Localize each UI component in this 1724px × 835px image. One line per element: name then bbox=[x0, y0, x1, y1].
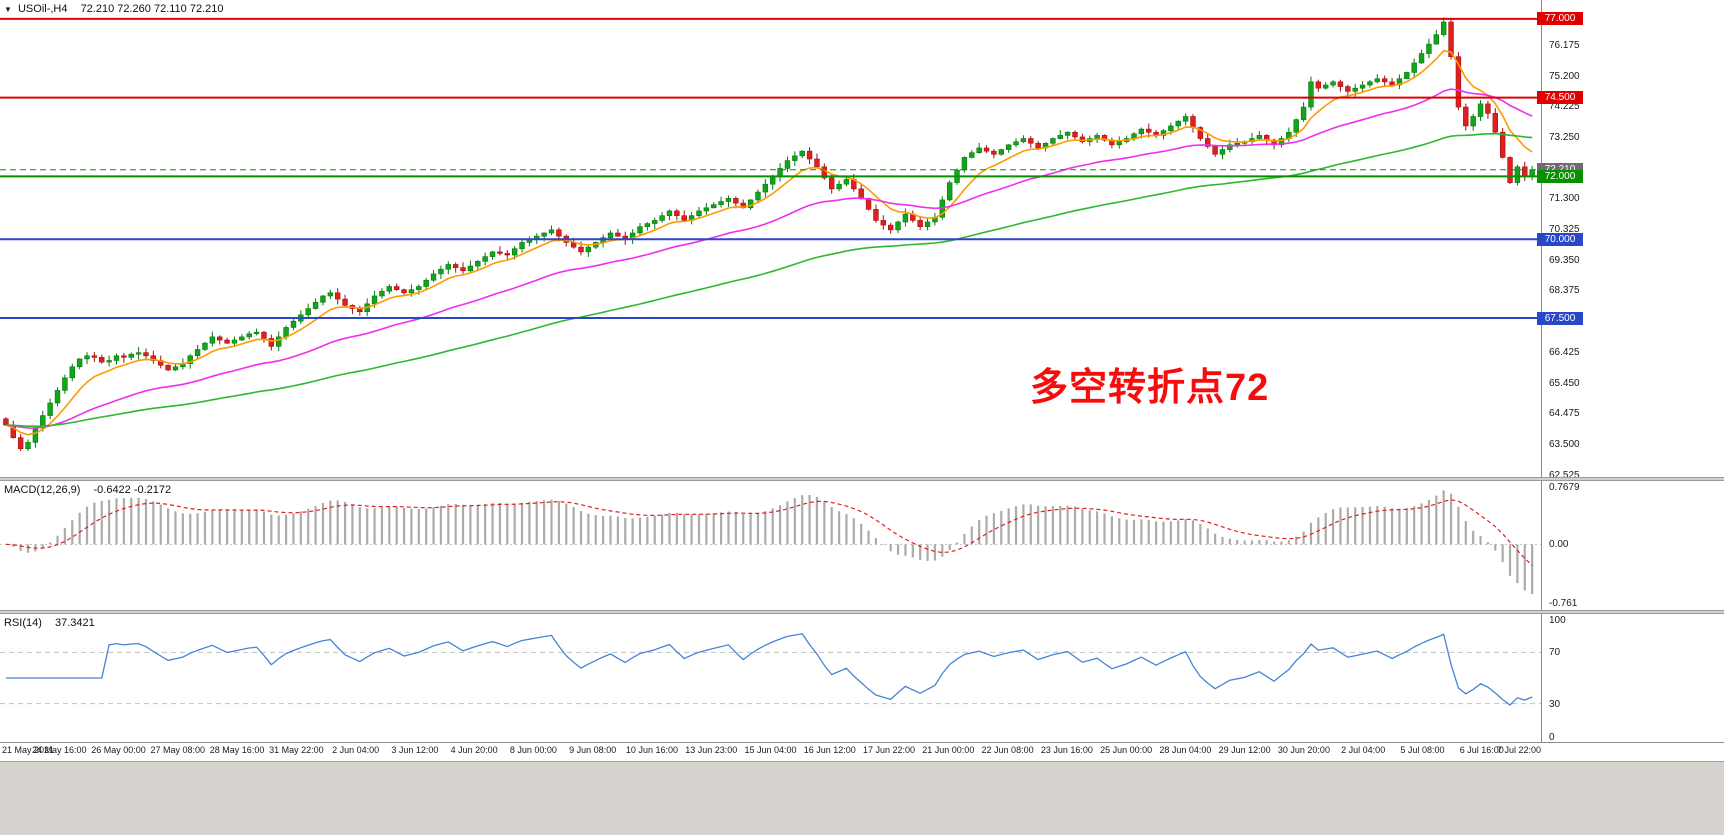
price-chart-canvas[interactable] bbox=[0, 0, 1541, 477]
time-axis-label: 7 Jul 22:00 bbox=[1496, 745, 1541, 755]
rsi-scale-label: 100 bbox=[1549, 615, 1566, 626]
chart-ohlc-header: ▼ USOil-,H4 72.210 72.260 72.110 72.210 bbox=[4, 3, 224, 15]
price-badge: 77.000 bbox=[1537, 12, 1583, 26]
rsi-scale-label: 0 bbox=[1549, 732, 1555, 743]
time-axis-label: 22 Jun 08:00 bbox=[981, 745, 1034, 755]
time-axis-label: 26 May 00:00 bbox=[91, 745, 146, 755]
time-axis-label: 25 Jun 00:00 bbox=[1100, 745, 1153, 755]
rsi-value: 37.3421 bbox=[54, 617, 95, 629]
price-axis-label: 76.175 bbox=[1549, 39, 1580, 51]
price-axis-label: 74.225 bbox=[1549, 101, 1580, 113]
price-axis-label: 69.350 bbox=[1549, 254, 1580, 266]
price-axis-label: 63.500 bbox=[1549, 438, 1580, 450]
time-axis-label: 9 Jun 08:00 bbox=[569, 745, 617, 755]
window-bottom-area bbox=[0, 762, 1724, 835]
time-axis-label: 23 Jun 16:00 bbox=[1040, 745, 1093, 755]
rsi-header: RSI(14) 37.3421 bbox=[4, 617, 95, 629]
price-axis-divider bbox=[1541, 0, 1542, 742]
time-axis-label: 3 Jun 12:00 bbox=[391, 745, 439, 755]
macd-header: MACD(12,26,9) -0.6422 -0.2172 bbox=[4, 484, 171, 496]
rsi-label: RSI(14) bbox=[4, 617, 42, 629]
rsi-scale-label: 70 bbox=[1549, 647, 1561, 659]
macd-values: -0.6422 -0.2172 bbox=[93, 484, 172, 496]
price-axis-label: 70.325 bbox=[1549, 224, 1580, 236]
price-badge: 74.500 bbox=[1537, 91, 1583, 105]
time-axis-label: 8 Jun 00:00 bbox=[509, 745, 557, 755]
price-axis-label: 73.250 bbox=[1549, 131, 1580, 143]
time-axis-label: 17 Jun 22:00 bbox=[863, 745, 916, 755]
price-badge: 67.500 bbox=[1537, 311, 1583, 325]
time-axis-divider bbox=[0, 742, 1724, 743]
price-axis-label: 64.475 bbox=[1549, 408, 1580, 420]
price-badge: 70.000 bbox=[1537, 232, 1583, 246]
time-axis-label: 16 Jun 12:00 bbox=[803, 745, 856, 755]
time-axis-label: 24 May 16:00 bbox=[31, 745, 87, 755]
time-axis-label: 4 Jun 20:00 bbox=[450, 745, 498, 755]
macd-label: MACD(12,26,9) bbox=[4, 484, 81, 496]
rsi-chart-canvas[interactable] bbox=[0, 614, 1541, 742]
price-axis-label: 62.525 bbox=[1549, 469, 1580, 481]
rsi-scale-label: 30 bbox=[1549, 698, 1561, 710]
price-axis-label: 65.450 bbox=[1549, 377, 1580, 389]
time-axis-label: 2 Jun 04:00 bbox=[332, 745, 380, 755]
time-axis-label: 13 Jun 23:00 bbox=[685, 745, 738, 755]
time-axis-label: 15 Jun 04:00 bbox=[744, 745, 797, 755]
chart-symbol-label: USOil-,H4 bbox=[17, 3, 68, 15]
time-axis-label: 31 May 22:00 bbox=[269, 745, 324, 755]
time-axis-label: 10 Jun 16:00 bbox=[625, 745, 678, 755]
price-axis-label: 68.375 bbox=[1549, 285, 1580, 297]
price-axis-label: 71.300 bbox=[1549, 193, 1580, 205]
time-axis-label: 21 Jun 00:00 bbox=[922, 745, 975, 755]
panel-separator[interactable] bbox=[0, 477, 1724, 481]
time-axis-label: 21 May 2021 bbox=[2, 745, 55, 755]
macd-scale-label: -0.761 bbox=[1549, 598, 1578, 610]
window-edge-divider bbox=[0, 761, 1724, 762]
chart-ohlc-values: 72.210 72.260 72.110 72.210 bbox=[80, 3, 224, 15]
panel-separator[interactable] bbox=[0, 610, 1724, 614]
time-axis-label: 5 Jul 08:00 bbox=[1400, 745, 1445, 755]
time-axis-label: 28 May 16:00 bbox=[209, 745, 265, 755]
time-axis-label: 27 May 08:00 bbox=[150, 745, 206, 755]
time-axis-label: 2 Jul 04:00 bbox=[1341, 745, 1386, 755]
annotation-text[interactable]: 多空转折点72 bbox=[1030, 367, 1270, 409]
time-axis-label: 30 Jun 20:00 bbox=[1277, 745, 1330, 755]
macd-scale-label: 0.00 bbox=[1549, 539, 1569, 551]
price-badge: 72.000 bbox=[1537, 169, 1583, 183]
chart-shift-icon[interactable]: ▼ bbox=[4, 5, 12, 14]
price-axis-label: 75.200 bbox=[1549, 70, 1580, 82]
price-axis-label: 66.425 bbox=[1549, 346, 1580, 358]
time-axis-label: 28 Jun 04:00 bbox=[1159, 745, 1212, 755]
time-axis-label: 29 Jun 12:00 bbox=[1218, 745, 1271, 755]
time-axis-label: 6 Jul 16:00 bbox=[1459, 745, 1504, 755]
macd-chart-canvas[interactable] bbox=[0, 481, 1541, 610]
macd-scale-label: 0.7679 bbox=[1549, 482, 1580, 493]
